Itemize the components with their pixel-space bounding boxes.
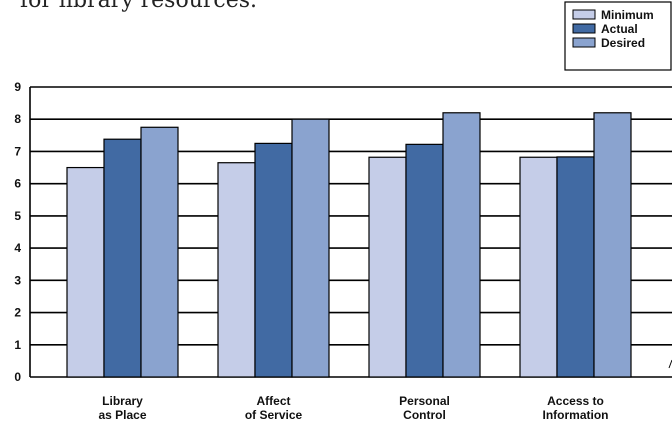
- bar-actual-0: [103, 138, 142, 378]
- bar-desired-2: [442, 112, 481, 378]
- bar-desired-1: [291, 118, 330, 378]
- preceding-text-fragment: for library resources.: [20, 0, 258, 13]
- y-tick-label: 8: [14, 112, 21, 126]
- y-tick-label: 4: [14, 241, 21, 255]
- x-tick-label: Affect: [256, 394, 290, 408]
- y-tick-label: 0: [14, 370, 21, 384]
- y-tick-label: 9: [14, 80, 21, 94]
- y-tick-label: 3: [14, 273, 21, 287]
- legend-label-actual: Actual: [601, 22, 638, 36]
- bar-actual-3: [556, 156, 595, 378]
- y-tick-label: 1: [14, 338, 21, 352]
- x-tick-label: Information: [543, 408, 609, 422]
- x-tick-label: of Service: [245, 408, 303, 422]
- bar-actual-1: [254, 142, 293, 378]
- x-tick-label: Personal: [399, 394, 450, 408]
- legend-swatch-minimum: [572, 9, 596, 20]
- bars: [66, 112, 632, 378]
- x-tick-label: Library: [102, 394, 143, 408]
- x-tick-label: Access to: [547, 394, 604, 408]
- y-tick-label: 6: [14, 177, 21, 191]
- bar-actual-2: [405, 143, 444, 378]
- bar-desired-3: [593, 112, 632, 378]
- bar-minimum-1: [217, 162, 256, 378]
- y-tick-label: 2: [14, 306, 21, 320]
- y-tick-label: 7: [14, 144, 21, 158]
- legend-label-desired: Desired: [601, 36, 645, 50]
- y-axis: 0 1 2 3 4 5 6 7 8 9: [14, 80, 672, 384]
- bar-minimum-3: [519, 156, 558, 378]
- legend-box: [564, 1, 672, 71]
- legend-swatch-desired: [572, 37, 596, 48]
- y-tick-label: 5: [14, 209, 21, 223]
- legend-swatch-actual: [572, 23, 596, 34]
- bar-minimum-0: [66, 166, 105, 378]
- bar-minimum-2: [368, 156, 407, 378]
- x-tick-label: Control: [403, 408, 446, 422]
- bar-desired-0: [140, 126, 179, 378]
- x-tick-label: as Place: [98, 408, 146, 422]
- legend-label-minimum: Minimum: [601, 8, 654, 22]
